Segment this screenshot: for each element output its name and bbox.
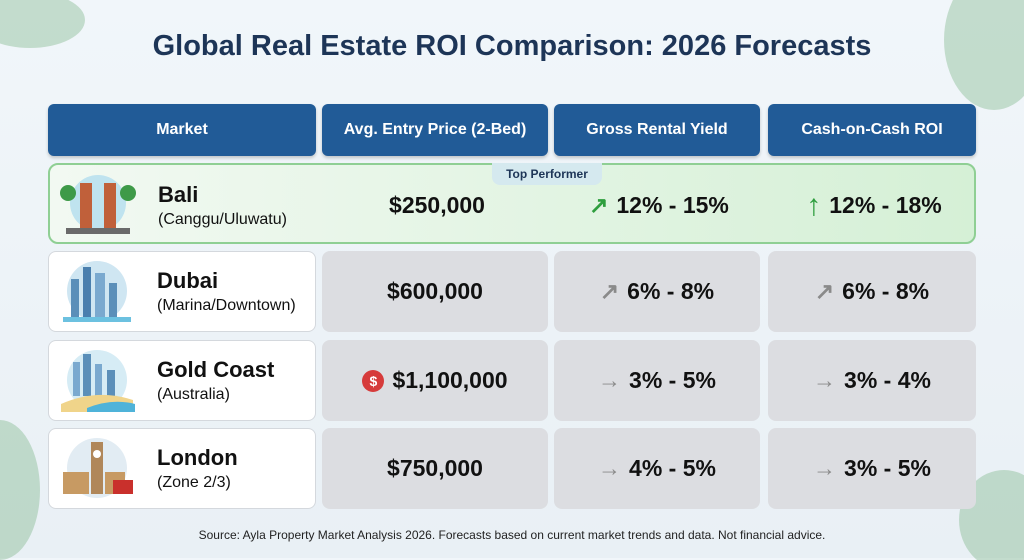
arrow-right-icon: → [813, 455, 837, 481]
market-cell: London (Zone 2/3) [48, 428, 316, 509]
yield-cell: ↗ 6% - 8% [554, 251, 760, 332]
roi-cell: ↗ 6% - 8% [768, 251, 976, 332]
yield-value: 6% - 8% [627, 278, 715, 304]
yield-value: 3% - 5% [629, 367, 716, 393]
table-row-london: London (Zone 2/3) $750,000 → 4% - 5% → 3% -… [48, 428, 976, 509]
price-cell: $250,000 [389, 192, 485, 218]
dollar-icon: $ [362, 369, 385, 392]
palm-leaf-decoration-icon [944, 0, 1024, 110]
london-big-ben-icon [63, 437, 133, 498]
market-area: (Marina/Downtown) [157, 296, 296, 314]
market-area: (Zone 2/3) [157, 473, 231, 491]
roi-cell: → 3% - 5% [768, 428, 976, 509]
palm-leaf-decoration-icon [0, 420, 40, 560]
market-name: Gold Coast [157, 356, 275, 382]
arrow-right-icon: → [813, 367, 837, 393]
price-cell: $750,000 [322, 428, 548, 509]
yield-value: 12% - 15% [616, 192, 729, 218]
header-rental-yield: Gross Rental Yield [554, 104, 760, 156]
dubai-skyline-icon [63, 260, 131, 322]
table-row-gold-coast: Gold Coast (Australia) $ $1,100,000 → 3% - … [48, 340, 976, 421]
arrow-up-icon: ↑ [806, 188, 822, 222]
market-area: (Australia) [157, 385, 230, 403]
table-row-dubai: Dubai (Marina/Downtown) $600,000 ↗ 6% - 8%… [48, 251, 976, 332]
market-cell: Bali (Canggu/Uluwatu) [50, 165, 318, 246]
arrow-up-right-icon: ↗ [814, 278, 835, 304]
market-cell: Gold Coast (Australia) [48, 340, 316, 421]
roi-cell: ↑ 12% - 18% [770, 165, 978, 246]
top-performer-badge: Top Performer [492, 163, 602, 185]
yield-value: 4% - 5% [629, 455, 716, 481]
price-cell: $600,000 [322, 251, 548, 332]
roi-value: 6% - 8% [842, 278, 930, 304]
roi-value: 3% - 4% [844, 367, 931, 393]
arrow-up-right-icon: ↗ [589, 192, 609, 218]
roi-cell: → 3% - 4% [768, 340, 976, 421]
market-name: Dubai [157, 267, 219, 293]
roi-value: 3% - 5% [844, 455, 931, 481]
header-entry-price: Avg. Entry Price (2-Bed) [322, 104, 548, 156]
yield-cell: → 4% - 5% [554, 428, 760, 509]
arrow-right-icon: → [598, 367, 622, 393]
market-name: London [157, 444, 238, 470]
market-area: (Canggu/Uluwatu) [158, 210, 287, 228]
source-note: Source: Ayla Property Market Analysis 20… [198, 528, 826, 542]
yield-cell: ↗ 12% - 15% [556, 165, 762, 246]
price-cell: $ $1,100,000 [322, 340, 548, 421]
price-value: $1,100,000 [392, 367, 508, 393]
market-name: Bali [158, 181, 199, 207]
arrow-up-right-icon: ↗ [599, 278, 620, 304]
table-row-bali: Top Performer Bali (Canggu/Uluwatu) $250,… [48, 163, 976, 244]
bali-temple-icon [60, 174, 136, 234]
palm-leaf-decoration-icon [0, 0, 85, 48]
gold-coast-beach-icon [61, 349, 135, 412]
arrow-right-icon: → [598, 455, 622, 481]
header-market: Market [48, 104, 316, 156]
yield-cell: → 3% - 5% [554, 340, 760, 421]
page-title: Global Real Estate ROI Comparison: 2026 … [152, 30, 872, 62]
header-roi: Cash-on-Cash ROI [768, 104, 976, 156]
roi-value: 12% - 18% [829, 192, 942, 218]
market-cell: Dubai (Marina/Downtown) [48, 251, 316, 332]
